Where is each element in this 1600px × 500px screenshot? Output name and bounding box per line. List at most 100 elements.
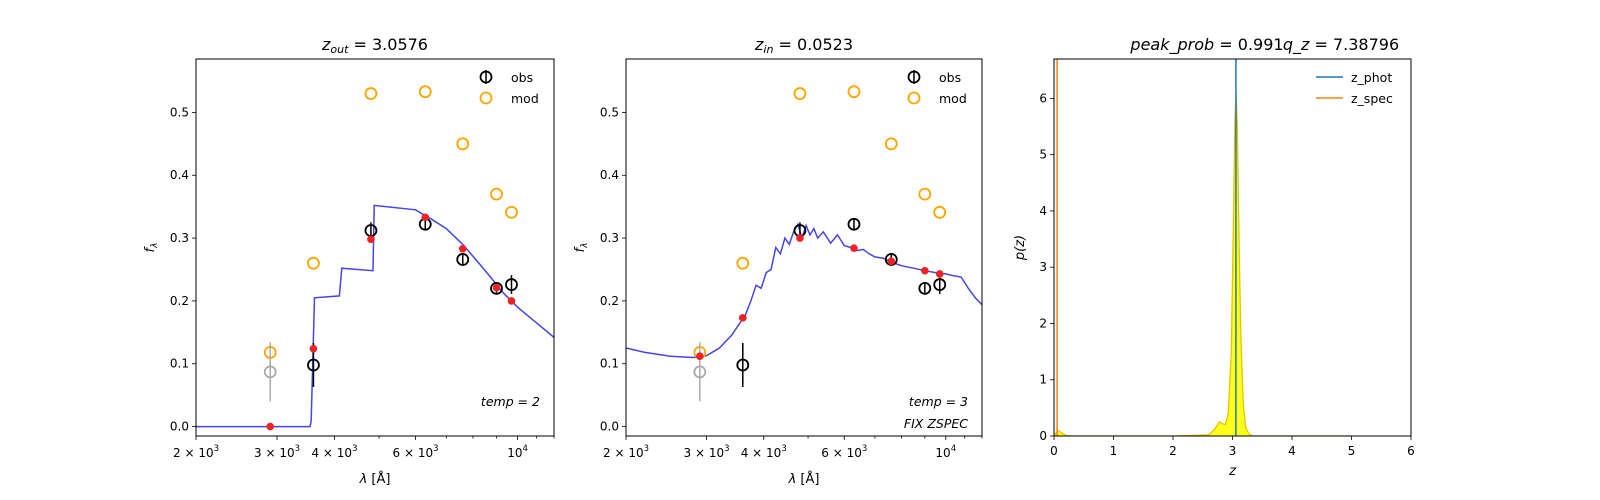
mod-point — [736, 256, 750, 270]
model-flux-point — [458, 244, 467, 253]
mod-point — [456, 137, 470, 151]
obs-point — [736, 358, 750, 372]
model-flux-point — [921, 266, 929, 275]
panel-title: zout = 3.0576 — [321, 35, 428, 56]
x-axis-label: z — [1228, 464, 1237, 479]
y-tick-label: 0.1 — [600, 357, 619, 371]
y-tick-label: 0 — [1039, 429, 1047, 443]
y-tick-label: 0.3 — [600, 231, 619, 245]
plot-area — [1054, 59, 1352, 436]
x-tick-label: 3 × 103 — [684, 444, 730, 460]
y-axis-label: fλ — [143, 243, 160, 253]
annotation-text: temp = 3 — [909, 394, 968, 409]
plot-area — [196, 85, 554, 431]
model-flux-point — [266, 422, 275, 431]
mod-point — [505, 205, 518, 219]
obs-point — [456, 253, 470, 266]
y-tick-label: 6 — [1039, 91, 1047, 105]
legend-z-phot-label: z_phot — [1351, 70, 1392, 85]
sed-panel-zin: 2 × 103 3 × 103 4 × 103 6 × 103 104 0.0 0.1 0.2… — [573, 35, 983, 487]
obs-point — [490, 281, 503, 295]
legend-obs-label: obs — [939, 70, 961, 85]
pz-curve — [1054, 92, 1352, 436]
model-flux-point — [367, 235, 375, 244]
legend-mod-label: mod — [939, 91, 967, 106]
model-flux-point — [935, 270, 944, 278]
legend-obs-label: obs — [511, 70, 533, 85]
pz-panel: 0 1 2 3 4 5 6 0 1 2 3 4 5 6 peak_prob = 0.991 q_z = 7.3… — [1013, 35, 1415, 479]
mod-point — [490, 187, 503, 201]
y-tick-label: 4 — [1039, 204, 1047, 218]
x-tick-label: 4 × 103 — [741, 444, 787, 460]
legend-mod-marker — [479, 91, 493, 105]
obs-point — [918, 281, 932, 295]
x-tick-label: 4 — [1288, 444, 1296, 458]
x-tick-label: 0 — [1050, 444, 1058, 458]
x-tick-label: 3 — [1229, 444, 1237, 458]
y-tick-label: 0.4 — [600, 168, 619, 182]
mod-point — [884, 137, 898, 151]
obs-point — [505, 278, 518, 291]
y-tick-label: 2 — [1039, 316, 1047, 330]
legend-obs-marker — [479, 70, 493, 84]
y-tick-label: 0.2 — [170, 294, 189, 308]
x-tick-label: 6 — [1407, 444, 1415, 458]
x-tick-label: 5 — [1348, 444, 1356, 458]
mod-point — [418, 85, 432, 99]
axes-frame — [625, 58, 983, 437]
x-tick-label: 6 × 103 — [821, 444, 867, 460]
y-tick-label: 0.0 — [170, 420, 189, 434]
y-tick-label: 0.5 — [600, 105, 619, 119]
x-tick-label: 4 × 103 — [311, 444, 357, 460]
model-flux-point — [421, 213, 430, 222]
x-tick-label: 6 × 103 — [392, 444, 438, 460]
legend-mod-marker — [907, 91, 921, 105]
annotation-text: temp = 2 — [481, 394, 540, 409]
model-sed-line — [626, 222, 982, 359]
x-tick-label: 104 — [935, 444, 956, 460]
axes-frame — [195, 58, 555, 437]
model-flux-point — [738, 314, 747, 322]
obs-point — [263, 365, 277, 379]
legend-z-spec-label: z_spec — [1351, 91, 1393, 106]
x-tick-label: 2 — [1169, 444, 1177, 458]
x-tick-label: 2 × 103 — [603, 444, 649, 460]
x-tick-label: 1 — [1110, 444, 1118, 458]
legend-obs-marker — [907, 70, 921, 84]
panel-title-qz: q_z = 7.38796 — [1283, 35, 1399, 55]
model-flux-point — [887, 257, 896, 266]
obs-point — [693, 365, 707, 379]
y-tick-label: 5 — [1039, 148, 1047, 162]
y-tick-label: 0.2 — [600, 294, 619, 308]
annotation-text: FIX ZSPEC — [904, 416, 968, 431]
model-flux-point — [507, 297, 516, 305]
x-tick-label: 3 × 103 — [254, 444, 300, 460]
obs-point — [933, 278, 947, 291]
y-axis-label: fλ — [573, 243, 590, 253]
mod-point — [364, 87, 378, 100]
x-axis-label: λ [Å] — [359, 471, 391, 487]
panel-title-peak-prob: peak_prob = 0.991 — [1129, 35, 1283, 55]
model-flux-point — [696, 352, 704, 361]
mod-point — [918, 187, 932, 201]
model-flux-point — [796, 234, 804, 242]
y-tick-label: 0.4 — [170, 168, 189, 182]
panel-title: zin = 0.0523 — [754, 35, 853, 56]
y-tick-label: 0.1 — [170, 357, 189, 371]
y-tick-label: 0.3 — [170, 231, 189, 245]
obs-point — [847, 217, 861, 231]
x-axis-label: λ [Å] — [788, 471, 820, 487]
y-tick-label: 3 — [1039, 260, 1047, 274]
sed-panel-zout: 2 × 103 3 × 103 4 × 103 6 × 103 104 0.0 0.1 0.2… — [143, 35, 555, 487]
y-tick-label: 1 — [1039, 373, 1047, 387]
y-tick-label: 0.0 — [600, 420, 619, 434]
x-tick-label: 104 — [507, 444, 528, 460]
plot-area — [626, 85, 982, 402]
legend-mod-label: mod — [511, 91, 539, 106]
mod-point — [933, 205, 947, 219]
model-flux-point — [492, 283, 501, 292]
mod-point — [847, 85, 861, 99]
obs-point — [307, 358, 320, 372]
y-axis-label: p(z) — [1013, 235, 1028, 261]
